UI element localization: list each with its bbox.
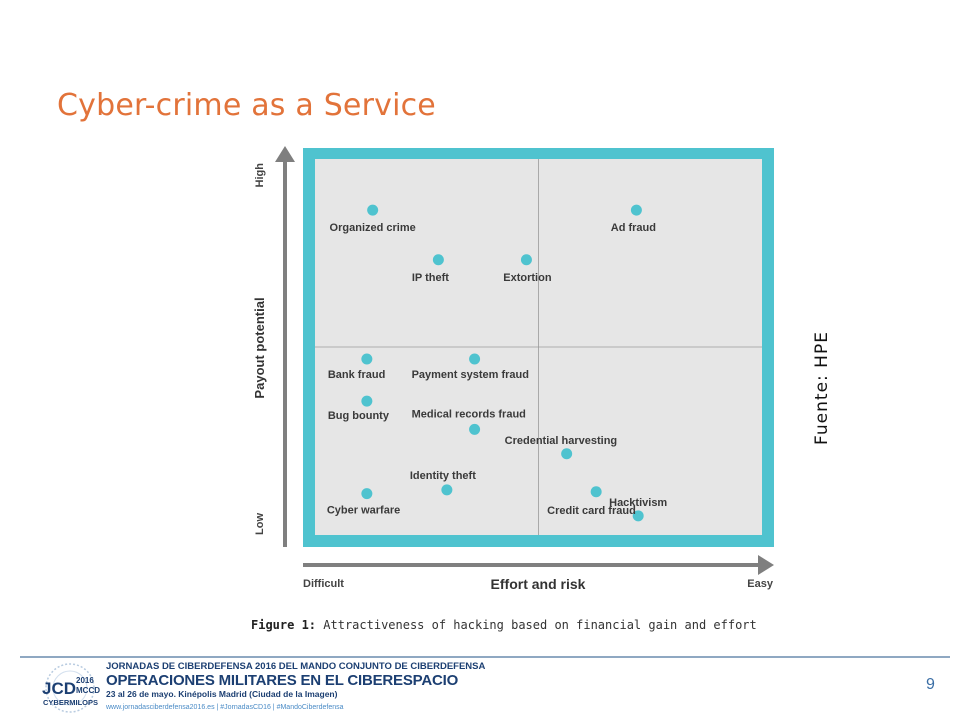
y-tick-label-high: High — [254, 163, 266, 188]
point-label-cyber-warfare: Cyber warfare — [327, 505, 400, 517]
point-identity-theft — [441, 484, 453, 496]
footer-line3: 23 al 26 de mayo. Kinépolis Madrid (Ciud… — [106, 689, 338, 699]
point-label-organized-crime: Organized crime — [330, 222, 416, 234]
y-tick-label-low: Low — [254, 513, 266, 535]
point-label-credential-harvesting: Credential harvesting — [505, 435, 617, 447]
y-axis-arrowhead — [275, 146, 295, 162]
point-label-hacktivism: Hacktivism — [609, 497, 667, 509]
point-label-credit-card-fraud: Credit card fraud — [547, 505, 636, 517]
x-tick-label-easy: Easy — [747, 578, 774, 590]
source-label: Fuente: HPE — [812, 331, 832, 445]
slide-title: Cyber-crime as a Service — [57, 88, 436, 123]
logo-mccd-text: MCCD — [76, 686, 100, 695]
footer-text-block: JORNADAS DE CIBERDEFENSA 2016 DEL MANDO … — [106, 661, 485, 711]
footer-divider — [20, 656, 950, 658]
footer-links[interactable]: www.jornadasciberdefensa2016.es | #Jorna… — [106, 704, 344, 711]
point-cyber-warfare — [361, 488, 373, 500]
point-label-ip-theft: IP theft — [412, 272, 449, 284]
point-ad-fraud — [630, 204, 642, 216]
logo-cybermilops-text: CYBERMILOPS — [43, 698, 98, 707]
point-label-extortion: Extortion — [503, 272, 552, 284]
point-bank-fraud — [361, 353, 373, 365]
point-label-bank-fraud: Bank fraud — [328, 369, 385, 381]
figure-caption: Figure 1: Attractiveness of hacking base… — [251, 618, 757, 632]
x-tick-label-difficult: Difficult — [303, 578, 344, 590]
page-number: 9 — [926, 676, 935, 693]
footer-line2: OPERACIONES MILITARES EN EL CIBERESPACIO — [106, 672, 459, 689]
y-axis-title: Payout potential — [252, 297, 267, 398]
point-label-payment-system-fraud: Payment system fraud — [412, 369, 529, 381]
figure-caption-text: Attractiveness of hacking based on finan… — [323, 618, 757, 632]
footer-line1: JORNADAS DE CIBERDEFENSA 2016 DEL MANDO … — [106, 661, 486, 672]
logo-year-text: 2016 — [76, 676, 94, 685]
point-credit-card-fraud — [590, 486, 602, 498]
point-extortion — [520, 254, 532, 266]
point-credential-harvesting — [561, 448, 573, 460]
point-payment-system-fraud — [469, 353, 481, 365]
point-ip-theft — [432, 254, 444, 266]
point-label-bug-bounty: Bug bounty — [328, 410, 390, 422]
jcd-logo: JCD 2016 MCCD CYBERMILOPS — [42, 663, 100, 713]
figure-caption-label: Figure 1: — [251, 618, 317, 632]
x-axis-title: Effort and risk — [491, 576, 586, 592]
point-hacktivism — [632, 510, 644, 522]
logo-jcd-text: JCD — [42, 679, 76, 698]
point-label-identity-theft: Identity theft — [410, 470, 476, 482]
point-bug-bounty — [361, 395, 373, 407]
point-label-ad-fraud: Ad fraud — [611, 222, 656, 234]
point-label-medical-records-fraud: Medical records fraud — [412, 408, 526, 420]
x-axis-arrowhead — [758, 555, 774, 575]
point-medical-records-fraud — [469, 423, 481, 435]
point-organized-crime — [367, 204, 379, 216]
